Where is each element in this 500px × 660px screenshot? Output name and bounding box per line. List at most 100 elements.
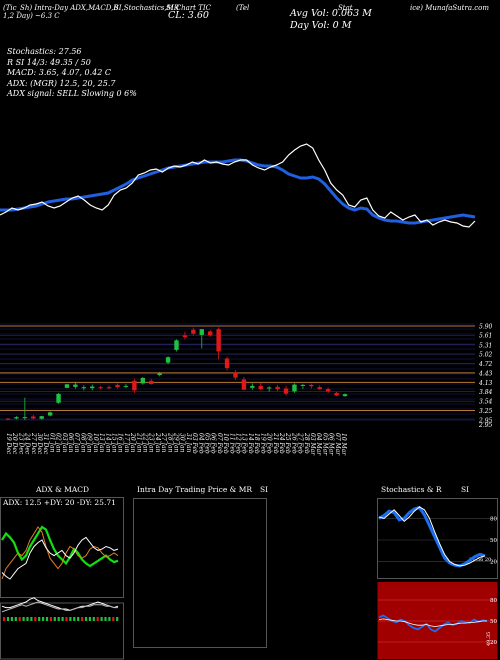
price-tick-label: 2.95 <box>478 422 493 429</box>
adx-annotation: ADX: 12.5 +DY: 20 -DY: 25.71 <box>3 498 116 507</box>
date-tick-label: 04 Mar <box>315 433 322 456</box>
moving-average-line <box>0 158 476 225</box>
rsi-tick-label: 50 <box>490 619 497 625</box>
adx-macd-panel <box>0 497 124 660</box>
macd-histogram-bar <box>57 617 60 621</box>
date-tick-label: 17 Jan <box>123 433 130 453</box>
candle-body <box>165 357 171 363</box>
date-tick-label: 25 Feb <box>284 432 291 454</box>
date-tick-label: 15 Jan <box>111 433 118 453</box>
candle-body <box>258 385 263 390</box>
header-title-left2: 1,2 Day) ~6.3 C <box>3 12 60 20</box>
candle-body <box>5 418 11 420</box>
close-price-label: CL: 3.60 <box>168 10 209 21</box>
date-tick-label: 24 Dec <box>24 432 31 455</box>
candle-body <box>325 389 331 392</box>
candle-body <box>56 393 61 403</box>
stoch-value-label: 27.56 20 <box>469 557 491 563</box>
candle-body <box>81 387 87 389</box>
price-tick-label: 4.43 <box>478 370 493 377</box>
date-tick-label: 23 Jan <box>148 432 155 453</box>
date-tick-label: 05 Feb <box>204 433 211 454</box>
date-tick-label: 06 Feb <box>210 433 217 454</box>
rsi-tick-label: 80 <box>490 598 497 604</box>
candle-body <box>283 388 289 394</box>
date-tick-label: 22 Jan <box>142 432 149 453</box>
price-tick-label: 3.25 <box>479 408 493 415</box>
candle-body <box>98 387 103 389</box>
macd-histogram-bar <box>61 617 64 621</box>
date-tick-label: 19 Feb <box>259 433 266 454</box>
macd-histogram-bar <box>49 617 52 621</box>
adx-readout: ADX: (MGR) 12.5, 20, 25.7 <box>7 78 116 88</box>
price-tick-label: 4.13 <box>478 380 493 387</box>
candle-body <box>292 384 297 392</box>
date-tick-label: 11 Feb <box>228 433 235 454</box>
price-tick-label: 5.61 <box>479 333 492 340</box>
date-tick-label: 20 Dec <box>11 432 18 455</box>
candle-body <box>39 416 44 419</box>
macd-histogram-bar <box>34 617 37 621</box>
candle-body <box>149 380 154 384</box>
macd-histogram-bar <box>84 617 88 621</box>
macd-histogram-bar <box>53 617 56 621</box>
candle-body <box>73 384 78 387</box>
macd-histogram-bar <box>26 617 29 621</box>
header-title-mid1: SI,Stochastics,MR <box>114 4 180 12</box>
candle-body <box>140 377 145 384</box>
date-tick-label: 05 Mar <box>321 433 328 456</box>
date-tick-label: 31 Jan <box>185 433 192 453</box>
macd-histogram-bar <box>30 617 33 621</box>
macd-line <box>1 597 119 611</box>
date-tick-label: 20 Jan <box>129 432 136 453</box>
candle-body <box>250 385 255 388</box>
stoch-tick-label: 20 <box>490 560 497 566</box>
macd-readout: MACD: 3.65, 4.07, 0.42 C <box>7 68 112 77</box>
rsi-value-label: 49.35 <box>486 632 492 646</box>
date-tick-label: 14 Jan <box>104 433 111 453</box>
macd-histogram-bar <box>104 617 107 621</box>
stoch-subtitle: SI <box>461 485 470 494</box>
rsi-readout: R SI 14/3: 49.35 / 50 <box>7 57 91 67</box>
stochastics-readout: Stochastics: 27.56 <box>7 47 82 56</box>
price-line <box>0 143 476 228</box>
date-tick-label: 13 Feb <box>241 433 248 454</box>
intraday-subtitle: SI <box>260 485 269 494</box>
stoch-tick-label: 80 <box>490 516 497 522</box>
candle-body <box>266 387 272 389</box>
intraday-title: Intra Day Trading Price & MR <box>137 485 253 494</box>
candle-body <box>317 387 322 390</box>
date-tick-label: 03 Feb <box>191 433 198 454</box>
date-tick-label: 10 Mar <box>340 433 347 456</box>
date-tick-label: 01 Jan <box>48 433 55 453</box>
stoch-d-line <box>378 506 486 567</box>
macd-histogram-bar <box>38 617 41 621</box>
price-tick-label: 3.54 <box>479 399 493 406</box>
date-tick-label: 10 Jan <box>92 433 99 453</box>
candle-body <box>233 372 238 378</box>
adx-line <box>1 536 119 580</box>
candle-body <box>275 386 280 390</box>
date-tick-label: 20 Feb <box>266 432 273 454</box>
date-tick-label: 28 Feb <box>303 432 310 454</box>
date-tick-label: 21 Feb <box>272 432 279 454</box>
date-tick-label: 27 Dec <box>30 432 37 455</box>
candle-body <box>182 335 188 338</box>
date-tick-label: 30 Dec <box>36 433 43 455</box>
date-tick-label: 29 Jan <box>173 432 180 453</box>
macd-histogram-bar <box>18 617 21 621</box>
header-title-mid3: (Tel <box>236 4 250 12</box>
candle-body <box>342 394 348 397</box>
macd-signal-line <box>1 601 118 613</box>
rsi-signal-line <box>378 618 487 628</box>
date-tick-label: 23 Dec <box>17 432 24 455</box>
price-tick-label: 4.72 <box>478 361 493 368</box>
price-tick-label: 5.90 <box>479 324 493 331</box>
macd-histogram-bar <box>73 617 76 621</box>
adx-macd-title: ADX & MACD <box>35 485 90 494</box>
date-tick-label: 12 Feb <box>235 433 242 454</box>
rsi-tick-label: 20 <box>490 640 497 646</box>
date-tick-label: 30 Jan <box>179 433 186 453</box>
macd-histogram-bar <box>45 617 49 621</box>
candle-body <box>106 387 112 389</box>
